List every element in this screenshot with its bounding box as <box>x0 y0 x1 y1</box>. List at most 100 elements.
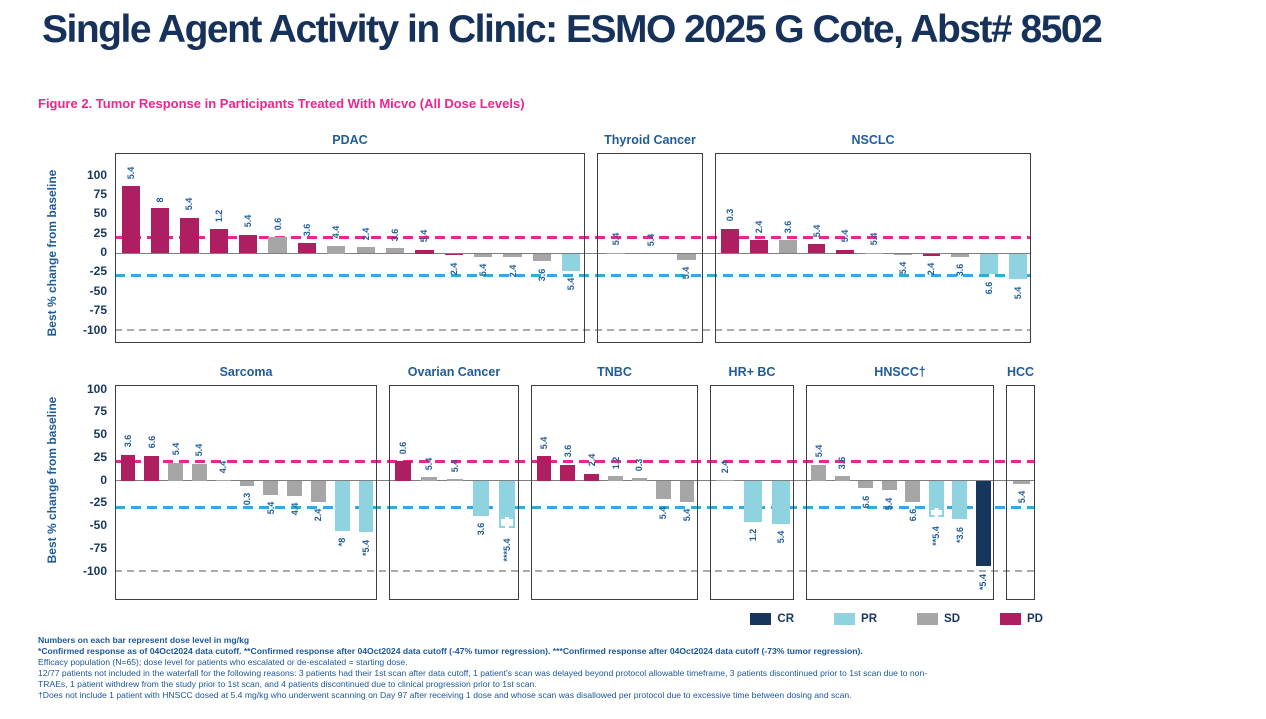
reference-line--100 <box>115 570 1035 572</box>
panel-title: PDAC <box>332 133 368 147</box>
bar <box>311 481 326 502</box>
bar <box>928 481 944 518</box>
legend-label: SD <box>944 613 961 625</box>
dose-label: 5.4 <box>538 436 549 450</box>
panel-thyroid-cancer: Thyroid Cancer 5.4 5.4 5.4 <box>597 133 703 343</box>
panel-ovarian-cancer: Ovarian Cancer 0.6 5.4 5.4 3.6 ***5.4 <box>389 365 519 600</box>
dose-label: 2.4 <box>586 454 597 467</box>
dose-label: 5.4 <box>897 261 908 274</box>
bar <box>679 481 695 502</box>
dose-label: **5.4 <box>931 526 942 546</box>
bar <box>655 481 671 500</box>
dose-label: 0.3 <box>634 458 645 472</box>
dose-label: *5.4 <box>361 540 372 557</box>
dose-label: 3.6 <box>122 434 133 448</box>
dose-label: ***5.4 <box>502 538 512 562</box>
dose-label: 5.4 <box>658 506 669 519</box>
y-tick-label: -25 <box>89 495 107 510</box>
footnote-efficacy-population: Efficacy population (N=65); dose level f… <box>38 657 408 667</box>
footnote-excluded-patients-1: 12/77 patients not included in the water… <box>38 668 928 678</box>
bar <box>121 186 140 254</box>
panel-title: Ovarian Cancer <box>407 365 501 379</box>
dose-label: 5.4 <box>840 229 851 243</box>
bar <box>536 456 552 481</box>
dose-label: 5.4 <box>813 444 824 458</box>
panel-title: NSCLC <box>851 133 895 147</box>
dose-label: 3.6 <box>536 268 547 281</box>
bar <box>952 481 968 520</box>
chart-row-1: Best % change from baseline 100 75 50 25 0 -25… <box>38 133 1266 343</box>
dose-label: 8 <box>155 197 166 203</box>
dose-label: 5.4 <box>610 233 621 246</box>
legend-label: PD <box>1027 613 1043 625</box>
reference-line--30 <box>115 274 1031 278</box>
bar <box>474 253 493 257</box>
bar <box>807 244 826 254</box>
dose-label: 6.6 <box>907 509 918 522</box>
panel-title: HNSCC† <box>874 365 926 379</box>
bar <box>472 481 490 516</box>
bar <box>836 249 855 254</box>
dose-label: 2.4 <box>313 509 324 522</box>
dose-label: 5.4 <box>646 233 656 247</box>
bar <box>676 253 696 260</box>
footnote-confirmed-responses: *Confirmed response as of 04Oct2024 data… <box>38 646 863 656</box>
dose-label: 5.4 <box>682 509 693 522</box>
y-tick-label: -75 <box>89 303 107 318</box>
y-tick-label: 50 <box>93 427 107 441</box>
dose-label: 6.6 <box>146 435 157 449</box>
bar <box>144 455 160 481</box>
dose-label: 2.4 <box>926 263 937 276</box>
figure-caption: Figure 2. Tumor Response in Participants… <box>38 96 525 111</box>
bar <box>1012 481 1031 484</box>
y-tick-label: -25 <box>89 264 107 279</box>
y-tick-label: -100 <box>82 322 107 337</box>
dose-label: 5.4 <box>776 530 786 544</box>
bar <box>287 481 303 496</box>
panel-hcc: HCC 5.4 <box>1006 365 1035 600</box>
reference-line-20 <box>115 460 1035 464</box>
dose-label: 5.4 <box>478 263 489 277</box>
y-tick-label: 0 <box>100 472 107 487</box>
dose-label: 1.2 <box>610 456 621 470</box>
legend-item-pr: PR <box>834 613 877 625</box>
bar <box>562 253 581 271</box>
dose-label: 2.4 <box>507 264 518 278</box>
bar <box>560 464 576 481</box>
y-tick-label: 25 <box>93 449 107 464</box>
dose-label: 5.4 <box>243 215 254 228</box>
bar <box>180 217 199 254</box>
reference-line--100 <box>115 329 1031 331</box>
slide-title: Single Agent Activity in Clinic: ESMO 20… <box>42 8 1103 51</box>
dose-label: 0.3 <box>242 492 252 506</box>
bar <box>356 247 375 254</box>
bar <box>750 240 768 254</box>
dose-label: 5.4 <box>419 229 430 243</box>
reference-line--30 <box>115 505 1035 509</box>
y-tick-label: 100 <box>86 381 107 396</box>
bar <box>744 481 762 522</box>
dose-label: 4.4 <box>331 226 342 239</box>
panel-title: HR+ BC <box>728 365 776 379</box>
dose-label: 5.4 <box>424 457 434 471</box>
bar <box>975 481 991 566</box>
dose-label: 1.2 <box>213 209 224 223</box>
bar <box>334 481 350 532</box>
bar <box>865 252 883 254</box>
legend-item-pd: PD <box>1000 613 1043 625</box>
y-axis-title: Best % change from baseline <box>45 396 59 564</box>
bar <box>239 481 255 486</box>
bar <box>922 253 941 256</box>
bar <box>444 253 463 256</box>
dose-label: 5.4 <box>265 501 276 515</box>
panels-area: Sarcoma 3.6 6.6 5.4 5.4 4.4 0.3 5.4 4.4 2.4 *8 *5.4… <box>115 365 1035 600</box>
legend: CR PR SD PD <box>38 613 1043 625</box>
dose-label: 5.4 <box>681 266 692 280</box>
dose-label: 0.6 <box>398 441 408 454</box>
bar <box>327 245 346 254</box>
zero-line <box>115 252 1031 254</box>
bar <box>394 460 412 481</box>
slide: Single Agent Activity in Clinic: ESMO 20… <box>0 8 1266 701</box>
bar <box>606 252 626 254</box>
unconfirmed-extension-box <box>928 508 944 518</box>
